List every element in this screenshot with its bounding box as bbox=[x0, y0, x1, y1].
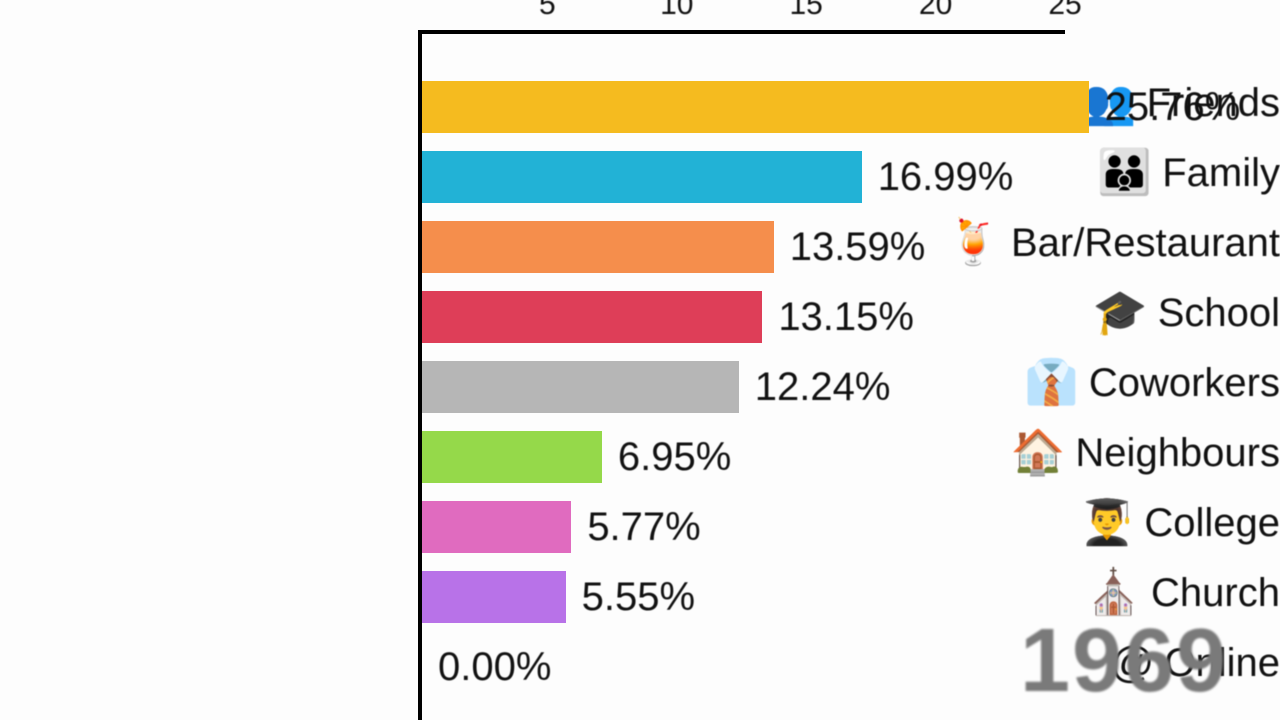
category-label: 👨‍🎓College bbox=[874, 492, 1280, 554]
year-label: 1969 bbox=[1020, 610, 1228, 713]
value-label: 12.24% bbox=[755, 352, 891, 422]
value-label: 16.99% bbox=[878, 142, 1014, 212]
chart-row: 🏠Neighbours 6.95% bbox=[0, 422, 1280, 492]
neighbours-icon: 🏠 bbox=[1011, 431, 1066, 475]
x-tick-label: 25 bbox=[1048, 0, 1081, 22]
x-tick-label: 15 bbox=[790, 0, 823, 22]
x-tick-label: 10 bbox=[660, 0, 693, 22]
chart-row: 👪Family 16.99% bbox=[0, 142, 1280, 212]
category-label: 🏠Neighbours bbox=[874, 422, 1280, 484]
bar bbox=[422, 361, 739, 413]
bar bbox=[422, 571, 566, 623]
category-text: Family bbox=[1162, 151, 1280, 196]
chart-row: 👥Friends25.76% bbox=[0, 72, 1280, 142]
bar bbox=[422, 291, 762, 343]
category-text: College bbox=[1144, 501, 1280, 546]
chart-row: 🎓School13.15% bbox=[0, 282, 1280, 352]
bar bbox=[422, 81, 1089, 133]
bar bbox=[422, 221, 774, 273]
category-label: 🎓School bbox=[874, 282, 1280, 344]
category-label: 🍹Bar/Restaurant bbox=[874, 212, 1280, 274]
category-text: School bbox=[1158, 291, 1280, 336]
bar bbox=[422, 151, 862, 203]
coworkers-icon: 👔 bbox=[1024, 361, 1079, 405]
category-label: 👔Coworkers bbox=[874, 352, 1280, 414]
value-label: 0.00% bbox=[438, 632, 551, 702]
how-couples-met-chart: 510152025👥Friends25.76%👪Family16.99%🍹Bar… bbox=[0, 0, 1280, 720]
x-tick-label: 20 bbox=[919, 0, 952, 22]
chart-row: 👨‍🎓College 5.77% bbox=[0, 492, 1280, 562]
x-axis bbox=[418, 30, 1065, 34]
chart-row: 🍹Bar/Restaurant13.59% bbox=[0, 212, 1280, 282]
bar bbox=[422, 501, 571, 553]
value-label: 13.15% bbox=[778, 282, 914, 352]
category-text: Coworkers bbox=[1089, 361, 1280, 406]
school-icon: 🎓 bbox=[1093, 291, 1148, 335]
college-icon: 👨‍🎓 bbox=[1080, 501, 1135, 545]
chart-row: 👔Coworkers12.24% bbox=[0, 352, 1280, 422]
value-label: 5.55% bbox=[582, 562, 695, 632]
family-icon: 👪 bbox=[1097, 151, 1152, 195]
value-label: 13.59% bbox=[790, 212, 926, 282]
category-text: Bar/Restaurant bbox=[1011, 221, 1280, 266]
value-label: 25.76% bbox=[1105, 72, 1241, 142]
category-text: Neighbours bbox=[1075, 431, 1280, 476]
value-label: 6.95% bbox=[618, 422, 731, 492]
category-text: Church bbox=[1151, 571, 1280, 616]
value-label: 5.77% bbox=[587, 492, 700, 562]
bar-restaurant-icon: 🍹 bbox=[946, 221, 1001, 265]
bar bbox=[422, 431, 602, 483]
x-tick-label: 5 bbox=[539, 0, 556, 22]
church-icon: ⛪ bbox=[1086, 571, 1141, 615]
